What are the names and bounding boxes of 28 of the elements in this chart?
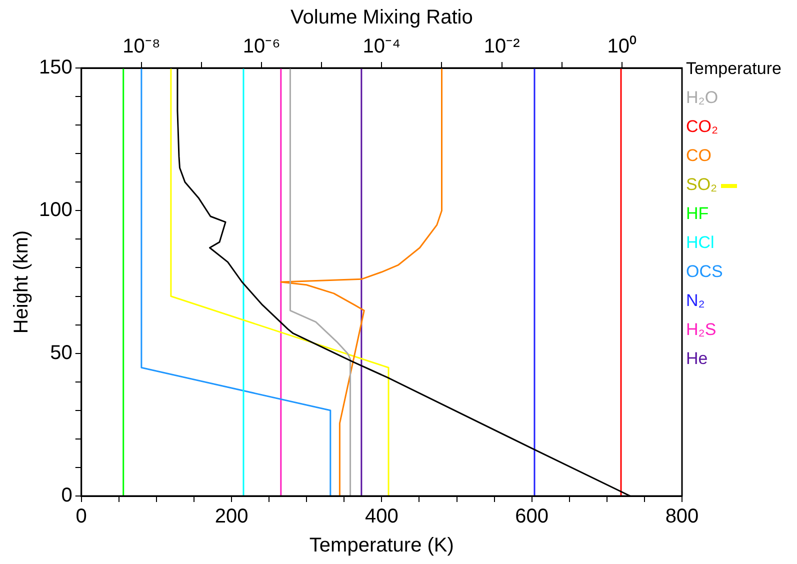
x2-tick-label: 10⁻⁸ [122, 36, 160, 58]
text: HCl [686, 232, 716, 254]
x2-tick-label: 10⁻⁴ [362, 36, 401, 58]
x-tick-label: 200 [214, 506, 248, 528]
text: CO₂ [686, 116, 720, 138]
x2-tick-label: 10⁻⁶ [242, 36, 280, 58]
x-tick-label: 0 [76, 506, 87, 528]
x2-tick-label: 10⁻² [484, 36, 520, 58]
text: N₂ [686, 290, 706, 312]
y-tick-label: 50 [50, 342, 72, 364]
x2-tick-label: 10⁰ [607, 34, 637, 58]
x-tick-label: 600 [515, 506, 549, 528]
y-tick-label: 100 [38, 199, 72, 222]
text: H₂O [686, 87, 720, 109]
legend-label: SO₂ [686, 174, 718, 196]
x2-axis-title: Volume Mixing Ratio [290, 6, 473, 29]
y-axis-title: Height (km) [10, 230, 33, 334]
x-tick-label: 800 [665, 506, 699, 528]
text: HF [686, 203, 710, 225]
y-tick-label: 0 [61, 484, 72, 507]
text: He [686, 348, 709, 370]
y-tick-label: 150 [38, 56, 72, 79]
text: OCS [686, 261, 724, 283]
text: Temperature [686, 58, 782, 80]
text: H₂S [686, 319, 718, 341]
text: CO [686, 145, 712, 167]
x-axis-title: Temperature (K) [309, 534, 454, 557]
x-tick-label: 400 [364, 506, 398, 528]
